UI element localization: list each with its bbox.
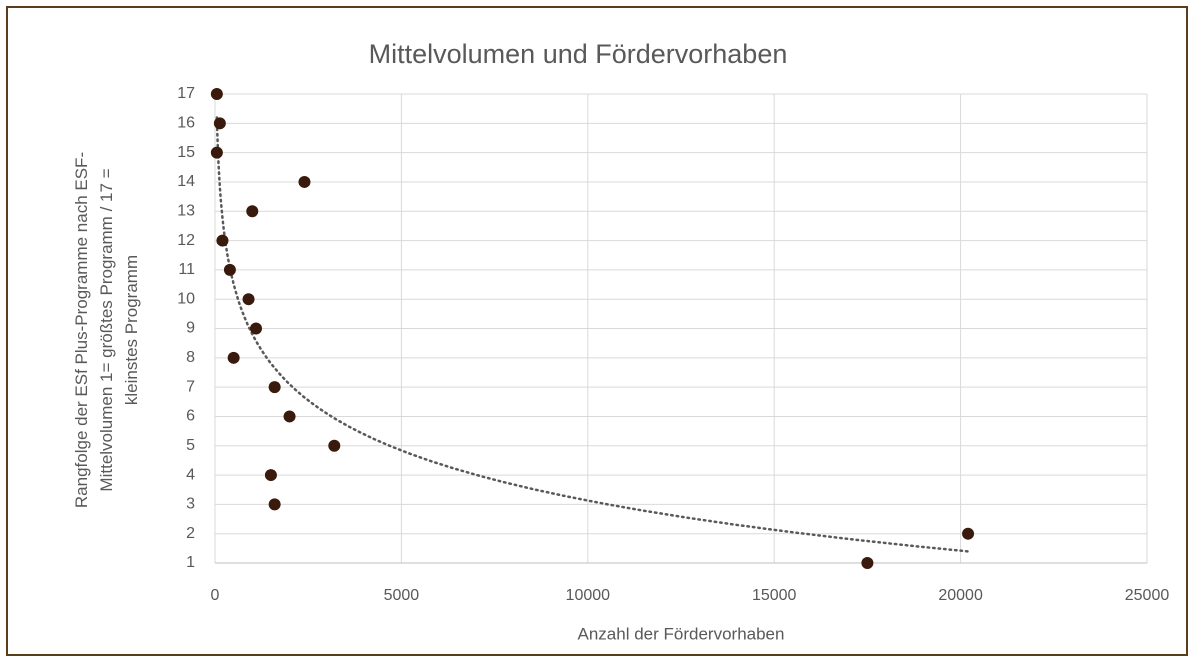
chart-title: Mittelvolumen und Fördervorhaben <box>369 39 788 69</box>
data-point <box>861 557 874 569</box>
x-tick-label: 10000 <box>566 587 611 604</box>
y-tick-label: 4 <box>186 466 195 483</box>
data-point <box>268 498 281 511</box>
data-point <box>213 117 226 130</box>
data-point <box>298 175 311 188</box>
x-axis-label: Anzahl der Fördervorhaben <box>578 624 785 643</box>
data-point <box>210 146 223 159</box>
y-tick-label: 11 <box>178 261 195 278</box>
y-axis-label-line: kleinstes Programm <box>122 255 141 405</box>
data-point <box>227 351 240 364</box>
x-tick-label: 15000 <box>752 587 797 604</box>
data-point <box>246 205 259 218</box>
y-tick-label: 6 <box>186 408 195 425</box>
y-tick-label: 17 <box>177 85 195 102</box>
y-tick-label: 9 <box>186 320 195 337</box>
x-tick-label: 20000 <box>938 587 983 604</box>
y-tick-label: 2 <box>186 525 195 542</box>
y-axis-label: Rangfolge der ESf Plus-Programme nach ES… <box>72 152 141 508</box>
data-point <box>242 293 255 306</box>
data-point <box>962 527 975 540</box>
y-tick-label: 7 <box>186 378 195 395</box>
data-point <box>210 88 223 100</box>
y-tick-label: 15 <box>177 144 195 161</box>
x-tick-label: 0 <box>211 587 220 604</box>
chart-frame <box>6 6 1188 656</box>
y-tick-label: 8 <box>186 349 195 366</box>
y-axis-label-line: Rangfolge der ESf Plus-Programme nach ES… <box>72 152 91 508</box>
y-tick-label: 5 <box>186 437 195 454</box>
data-point <box>216 234 229 247</box>
data-point <box>328 439 341 452</box>
y-tick-label: 14 <box>177 173 195 190</box>
data-point <box>264 469 277 482</box>
y-tick-label: 1 <box>186 554 195 571</box>
data-point <box>268 381 281 394</box>
y-tick-label: 3 <box>186 496 195 513</box>
y-axis-label-line: Mittelvolumen 1= größtes Programm / 17 = <box>97 168 116 491</box>
y-tick-label: 16 <box>177 115 195 132</box>
y-tick-label: 10 <box>177 290 195 307</box>
y-tick-label: 13 <box>177 202 195 219</box>
data-point <box>250 322 263 335</box>
trendline <box>215 116 970 553</box>
y-tick-label: 12 <box>177 232 195 249</box>
data-point <box>283 410 296 423</box>
x-tick-label: 5000 <box>384 587 420 604</box>
data-point <box>223 263 236 276</box>
x-tick-label: 25000 <box>1125 587 1170 604</box>
